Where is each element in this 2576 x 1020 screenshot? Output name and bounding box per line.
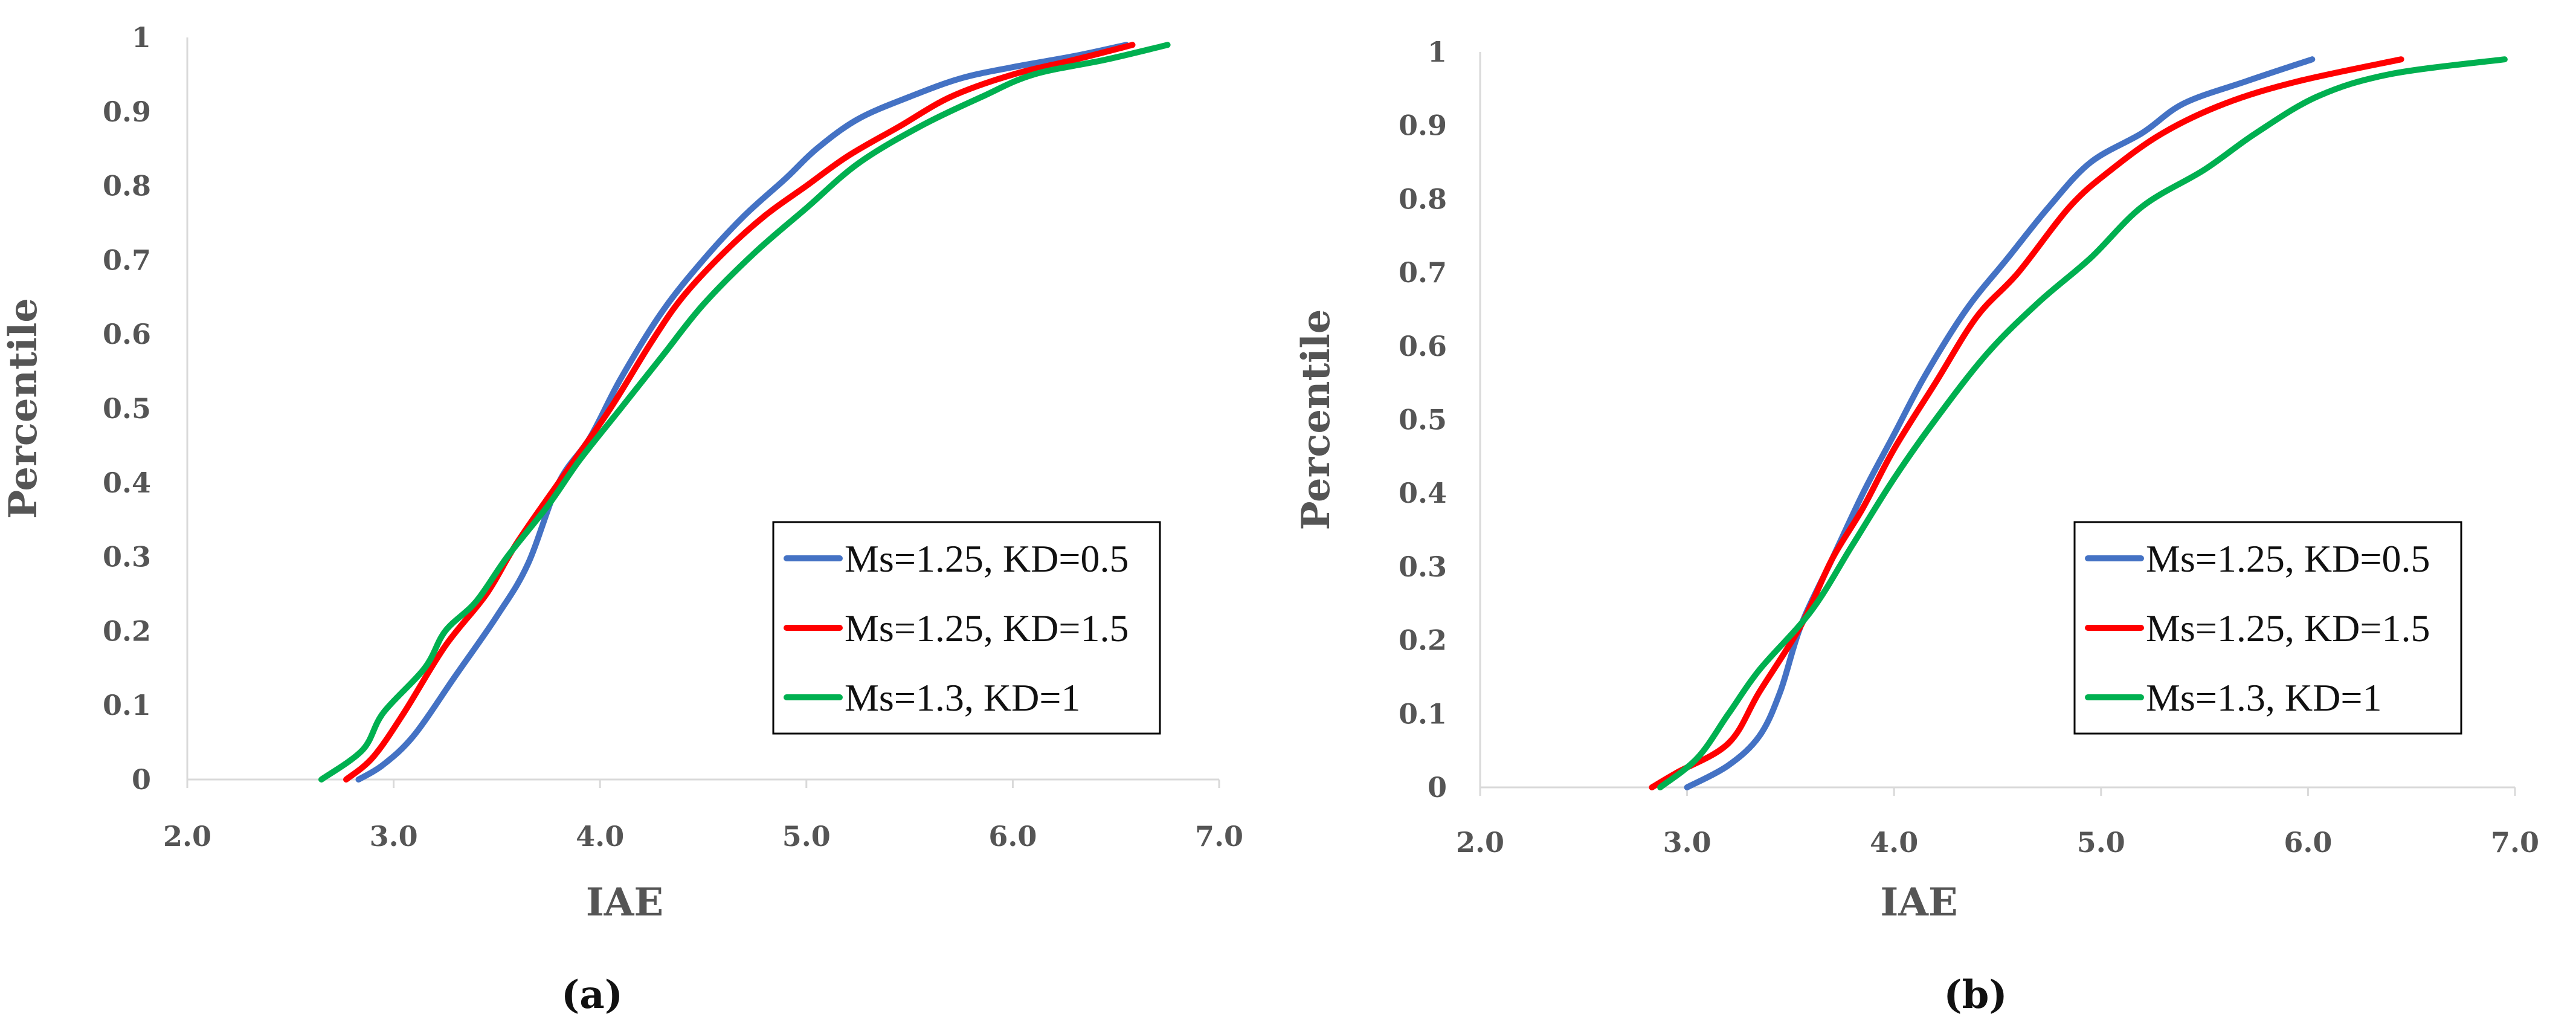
legend-label-3: Ms=1.3, KD=1 — [2146, 676, 2381, 719]
x-tick-label: 5.0 — [782, 820, 831, 853]
y-tick-label: 0.8 — [103, 170, 151, 202]
legend-label-1: Ms=1.25, KD=0.5 — [845, 537, 1129, 580]
x-tick-label: 3.0 — [370, 820, 418, 853]
legend: Ms=1.25, KD=0.5 Ms=1.25, KD=1.5 Ms=1.3, KD… — [2073, 521, 2462, 735]
x-tick-label: 7.0 — [2491, 826, 2539, 859]
legend: Ms=1.25, KD=0.5 Ms=1.25, KD=1.5 Ms=1.3, KD… — [772, 521, 1161, 735]
x-tick-label: 2.0 — [1456, 826, 1504, 859]
y-tick-label: 0.2 — [1399, 624, 1447, 657]
x-axis-title: IAE — [586, 880, 663, 925]
legend-label-3: Ms=1.3, KD=1 — [845, 676, 1080, 719]
x-tick-label: 5.0 — [2077, 826, 2125, 859]
y-tick-label: 0.4 — [1399, 477, 1447, 509]
x-tick-label: 4.0 — [576, 820, 624, 853]
series-line-3 — [318, 42, 1171, 783]
y-tick-label: 0.7 — [1399, 256, 1447, 289]
y-tick-label: 0.8 — [1399, 182, 1447, 215]
y-tick-label: 0.4 — [103, 466, 151, 499]
y-tick-label: 0.9 — [1399, 109, 1447, 142]
y-tick-label: 0.6 — [103, 318, 151, 350]
chart-caption: (a) — [561, 972, 623, 1018]
y-tick-label: 0.3 — [1399, 550, 1447, 583]
x-tick-label: 2.0 — [163, 820, 211, 853]
y-tick-label: 0.2 — [103, 615, 151, 647]
series-line-1 — [355, 42, 1130, 783]
y-tick-label: 0.6 — [1399, 330, 1447, 363]
y-tick-label: 0.3 — [103, 541, 151, 573]
y-tick-label: 0.9 — [103, 95, 151, 128]
x-tick-label: 7.0 — [1195, 820, 1243, 853]
y-axis-title: Percentile — [1293, 309, 1339, 531]
chart-b: 0 0.1 0.2 0.3 0.4 0.5 0.6 0.7 0.8 0.9 1 2.0 3.0 4.0 5.… — [1293, 36, 2539, 1018]
y-tick-label: 0 — [132, 763, 151, 796]
series-line-3 — [1657, 56, 2508, 790]
legend-label-2: Ms=1.25, KD=1.5 — [2146, 607, 2430, 650]
legend-label-2: Ms=1.25, KD=1.5 — [845, 607, 1129, 650]
x-tick-label: 3.0 — [1663, 826, 1711, 859]
x-tick-label: 4.0 — [1870, 826, 1918, 859]
y-tick-label: 1 — [132, 21, 151, 54]
chart-a: 0 0.1 0.2 0.3 0.4 0.5 0.6 0.7 0.8 0.9 1 2.0 3.0 4.0 5.… — [1, 21, 1243, 1018]
series-line-2 — [343, 42, 1136, 783]
y-tick-label: 0.5 — [103, 392, 151, 425]
x-tick-label: 6.0 — [2284, 826, 2332, 859]
y-tick-label: 0.1 — [1399, 697, 1447, 730]
y-axis-title: Percentile — [1, 298, 46, 519]
y-tick-label: 0.7 — [103, 244, 151, 276]
y-tick-label: 0.1 — [103, 689, 151, 721]
chart-caption: (b) — [1943, 972, 2007, 1018]
y-tick-label: 1 — [1428, 36, 1447, 68]
legend-label-1: Ms=1.25, KD=0.5 — [2146, 537, 2430, 580]
series-line-2 — [1649, 56, 2404, 790]
y-tick-label: 0 — [1428, 771, 1447, 804]
x-axis-title: IAE — [1880, 880, 1957, 925]
x-tick-label: 6.0 — [988, 820, 1037, 853]
y-tick-label: 0.5 — [1399, 404, 1447, 436]
series-line-1 — [1684, 56, 2316, 790]
